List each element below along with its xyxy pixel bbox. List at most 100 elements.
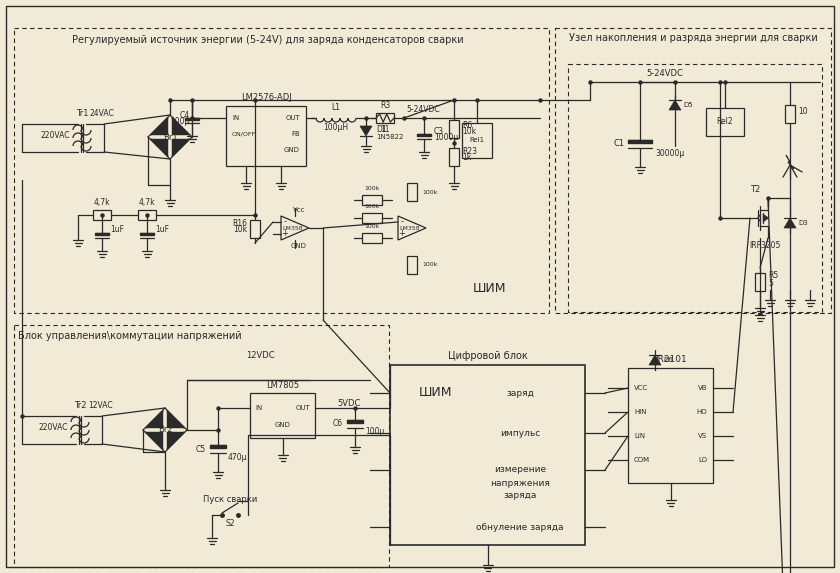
Text: заряд: заряд [506,388,534,398]
Text: 220VAC: 220VAC [40,131,70,140]
Text: C3: C3 [434,127,444,135]
Text: 1000µ: 1000µ [434,134,459,143]
Polygon shape [95,233,109,235]
Text: Vcc: Vcc [293,207,305,213]
Polygon shape [146,432,163,449]
Bar [449,148,459,166]
Text: 1k: 1k [462,154,471,163]
Text: R5: R5 [768,272,778,281]
Polygon shape [360,126,372,136]
Polygon shape [172,139,189,156]
Text: C4: C4 [180,112,190,120]
Text: HIN: HIN [634,409,647,415]
Text: S2: S2 [225,519,234,528]
Text: GND: GND [291,243,307,249]
Text: Пуск сварки: Пуск сварки [203,494,257,504]
Text: ON/OFF: ON/OFF [232,131,256,136]
Text: обнуление заряда: обнуление заряда [476,523,564,532]
Text: 5-24VDC: 5-24VDC [646,69,683,79]
Text: 100µ: 100µ [171,117,190,127]
Text: OUT: OUT [286,115,300,121]
Bar [407,183,417,201]
Text: IR2101: IR2101 [654,355,686,363]
Text: 100µ: 100µ [365,427,385,437]
Text: 10k: 10k [462,128,476,136]
Bar [362,213,382,223]
Polygon shape [628,140,652,143]
Polygon shape [151,118,168,135]
Bar [407,256,417,274]
Bar [449,120,459,138]
Text: C1: C1 [614,139,625,148]
Text: Br2: Br2 [158,426,172,434]
Text: Tr1: Tr1 [76,109,88,119]
Polygon shape [347,420,363,423]
Polygon shape [172,118,189,135]
Polygon shape [763,214,769,222]
Bar [568,64,822,312]
Text: Регулируемый источник энергии (5-24V) для заряда конденсаторов сварки: Регулируемый источник энергии (5-24V) дл… [72,35,464,45]
Bar [755,273,765,291]
Text: ШИМ: ШИМ [418,387,452,399]
Text: VB: VB [697,385,707,391]
Text: Блок управления\коммутации напряжений: Блок управления\коммутации напряжений [18,331,242,341]
Text: -: - [401,218,403,226]
Bar [250,393,315,438]
Text: D5: D5 [683,102,693,108]
Text: 4,7k: 4,7k [94,198,110,207]
Text: 12VDC: 12VDC [245,351,275,359]
Text: C5: C5 [196,445,206,453]
Text: 1uF: 1uF [110,226,124,234]
Text: LM358: LM358 [283,226,303,230]
Text: R23: R23 [462,147,477,155]
Bar [628,368,713,483]
Text: Rel2: Rel2 [717,117,733,127]
Text: Br1: Br1 [163,132,177,142]
Bar [14,28,549,313]
Bar [250,220,260,238]
Text: 100k: 100k [365,186,380,190]
Text: 5-24VDC: 5-24VDC [406,105,439,115]
Polygon shape [417,134,431,136]
Text: C6: C6 [333,419,343,429]
Text: GND: GND [284,147,300,153]
Text: -: - [284,218,286,226]
Text: измерение: измерение [494,465,546,474]
Text: 220VAC: 220VAC [39,423,68,433]
Polygon shape [151,139,168,156]
Text: LIN: LIN [634,433,645,439]
Text: +: + [281,230,288,238]
Text: COM: COM [634,457,650,463]
Text: IN: IN [255,405,262,411]
Bar [362,195,382,205]
Text: LM2576-ADJ: LM2576-ADJ [240,93,291,103]
Text: 24VAC: 24VAC [90,109,115,119]
Text: D3: D3 [798,220,808,226]
Polygon shape [185,118,199,120]
Text: R16: R16 [232,218,247,227]
Bar [376,113,394,123]
Text: 5VDC: 5VDC [337,399,360,409]
Text: заряда: заряда [503,492,537,500]
Text: 1N5822: 1N5822 [376,134,403,140]
Text: 11: 11 [381,124,390,134]
Polygon shape [649,355,661,365]
Text: 100k: 100k [422,262,438,268]
Text: GND: GND [275,422,291,428]
Text: LM7805: LM7805 [266,380,299,390]
Text: 10: 10 [798,108,807,116]
Text: 470µ: 470µ [228,453,248,461]
Text: Rel1: Rel1 [470,137,485,143]
Polygon shape [784,218,796,228]
Text: 100k: 100k [365,223,380,229]
Bar [390,365,585,545]
Text: 5: 5 [768,278,773,288]
Text: HO: HO [696,409,707,415]
Text: T2: T2 [750,186,760,194]
Text: IRF3205: IRF3205 [749,241,780,250]
Text: R3: R3 [380,101,390,111]
Text: IN: IN [232,115,239,121]
Text: VS: VS [698,433,707,439]
Text: FB: FB [291,131,300,137]
Text: LM358: LM358 [400,226,420,230]
